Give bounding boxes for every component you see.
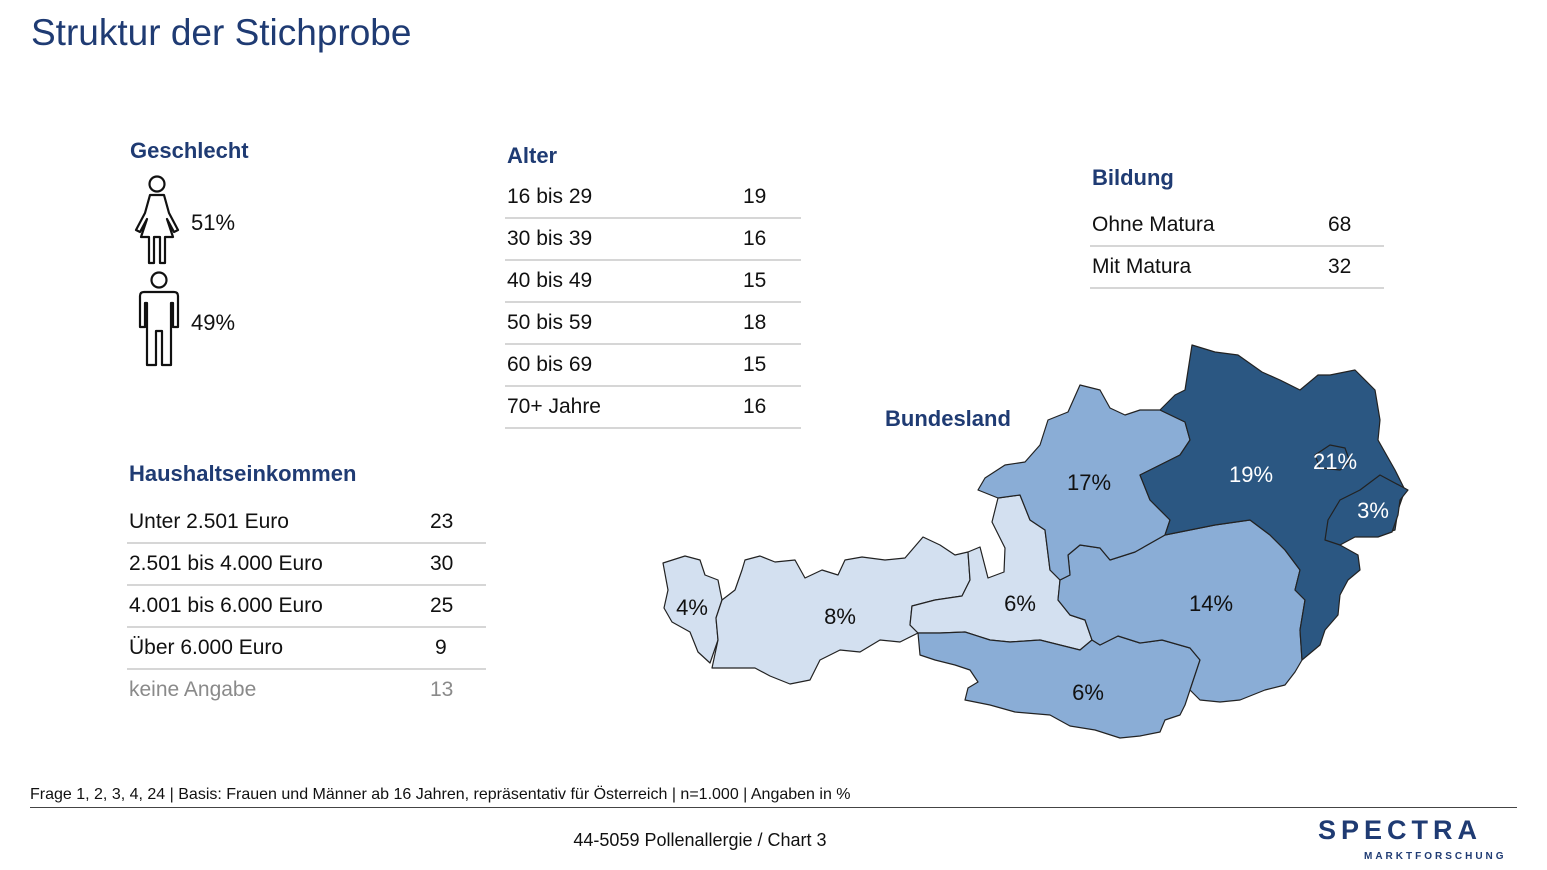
row-label: Unter 2.501 Euro <box>127 502 428 544</box>
row-value: 9 <box>428 627 486 670</box>
row-value: 19 <box>741 177 801 219</box>
female-percent: 51% <box>191 210 236 235</box>
chart-reference: 44-5059 Pollenallergie / Chart 3 <box>573 830 827 850</box>
row-label: 50 bis 59 <box>505 302 741 345</box>
label-tirol: 8% <box>824 604 856 629</box>
footer-divider <box>30 807 1517 808</box>
einkommen-heading: Haushaltseinkommen <box>129 461 357 486</box>
row-value: 32 <box>1326 246 1384 289</box>
woman-icon <box>134 175 180 265</box>
table-row: 50 bis 59 18 <box>505 302 801 345</box>
table-row: 60 bis 69 15 <box>505 344 801 387</box>
region-kaernten <box>917 631 1201 739</box>
table-row: keine Angabe 13 <box>127 669 486 710</box>
table-row: Unter 2.501 Euro 23 <box>127 502 486 544</box>
table-row: 16 bis 29 19 <box>505 177 801 219</box>
region-burgenland <box>1324 474 1409 546</box>
table-row: Ohne Matura 68 <box>1090 205 1384 247</box>
row-label: Ohne Matura <box>1090 205 1326 247</box>
row-label: Mit Matura <box>1090 246 1326 289</box>
row-label: 40 bis 49 <box>505 260 741 303</box>
table-row: 2.501 bis 4.000 Euro 30 <box>127 543 486 586</box>
man-icon <box>138 271 180 367</box>
row-value: 16 <box>741 386 801 429</box>
row-label: 30 bis 39 <box>505 218 741 261</box>
alter-heading: Alter <box>507 143 558 168</box>
bildung-table: Ohne Matura 68 Mit Matura 32 <box>1090 205 1384 289</box>
spectra-logo-subtitle: MARKTFORSCHUNG <box>1364 851 1507 862</box>
region-niederoesterreich <box>1139 344 1406 661</box>
label-burgenland: 3% <box>1357 498 1389 523</box>
row-label: 70+ Jahre <box>505 386 741 429</box>
table-row: Mit Matura 32 <box>1090 246 1384 289</box>
bildung-heading: Bildung <box>1092 165 1174 190</box>
spectra-logo: SPECTRA <box>1318 815 1483 845</box>
table-row: 30 bis 39 16 <box>505 218 801 261</box>
label-kaernten: 6% <box>1072 680 1104 705</box>
row-value: 30 <box>428 543 486 586</box>
row-value: 16 <box>741 218 801 261</box>
row-label: Über 6.000 Euro <box>127 627 428 670</box>
table-row: 4.001 bis 6.000 Euro 25 <box>127 585 486 628</box>
label-niederoesterreich: 19% <box>1229 462 1273 487</box>
row-label: 60 bis 69 <box>505 344 741 387</box>
geschlecht-heading: Geschlecht <box>130 138 249 163</box>
alter-table: 16 bis 29 19 30 bis 39 16 40 bis 49 15 50 b… <box>505 177 801 429</box>
row-label: 16 bis 29 <box>505 177 741 219</box>
page-title: Struktur der Stichprobe <box>31 12 412 53</box>
table-row: 40 bis 49 15 <box>505 260 801 303</box>
einkommen-table: Unter 2.501 Euro 23 2.501 bis 4.000 Euro 3… <box>127 502 486 710</box>
male-percent: 49% <box>191 310 236 335</box>
label-vorarlberg: 4% <box>676 595 708 620</box>
table-row: Über 6.000 Euro 9 <box>127 627 486 670</box>
row-value: 23 <box>428 502 486 544</box>
region-tirol <box>711 536 971 685</box>
footnote: Frage 1, 2, 3, 4, 24 | Basis: Frauen und… <box>30 786 851 803</box>
row-value: 68 <box>1326 205 1384 247</box>
row-value: 15 <box>741 344 801 387</box>
label-steiermark: 14% <box>1189 591 1233 616</box>
row-label: keine Angabe <box>129 678 257 701</box>
bundesland-heading: Bundesland <box>885 406 1011 431</box>
row-value: 13 <box>430 678 454 701</box>
label-wien: 21% <box>1313 449 1357 474</box>
label-oberoesterreich: 17% <box>1067 470 1111 495</box>
table-row: 70+ Jahre 16 <box>505 386 801 429</box>
label-salzburg: 6% <box>1004 591 1036 616</box>
row-value: 25 <box>428 585 486 628</box>
region-wien <box>1314 444 1351 471</box>
row-value: 18 <box>741 302 801 345</box>
row-label: 2.501 bis 4.000 Euro <box>127 543 428 586</box>
row-value: 15 <box>741 260 801 303</box>
row-label: 4.001 bis 6.000 Euro <box>127 585 428 628</box>
